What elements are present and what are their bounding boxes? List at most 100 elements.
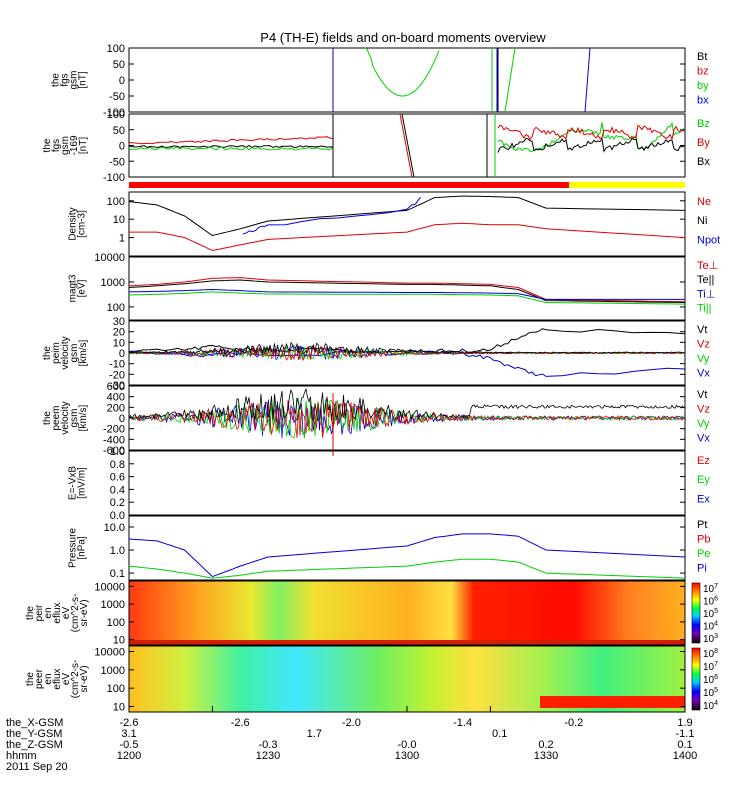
legend-temp-2: Ti⊥ xyxy=(697,288,715,300)
fgs-by-trace-2 xyxy=(504,47,516,113)
xaxis-tick-value: -0.2 xyxy=(564,717,583,729)
legend-temp-0: Te⊥ xyxy=(697,260,718,272)
legend-fgs-3: bx xyxy=(697,94,709,106)
y-tick-label: 0 xyxy=(119,75,125,87)
xaxis-tick-value: 0.1 xyxy=(492,728,507,740)
xaxis-row-label: the_X-GSM xyxy=(6,717,63,729)
y-tick-label: -400 xyxy=(103,434,125,446)
y-tick-label: -100 xyxy=(103,172,125,184)
legend-peemvel-0: Vt xyxy=(697,389,707,401)
y-tick-label: 100 xyxy=(107,109,125,121)
fgs-axes-box xyxy=(128,47,686,113)
density-y-label: Density[cm-3] xyxy=(68,207,88,240)
legend-peimvel-2: Vy xyxy=(697,353,710,365)
peer-colorbar xyxy=(691,647,701,711)
quality-flag-bar-yellow xyxy=(569,182,685,188)
fgs169-by-trace-2 xyxy=(497,124,685,141)
panel-efield: 1.00.80.60.40.20.0 E=-VxB[mV/m] Ez Ey Ex xyxy=(68,446,711,522)
colorbar-tick-label: 105 xyxy=(703,687,718,699)
y-tick-label: 100 xyxy=(107,43,125,55)
y-tick-label: 10.0 xyxy=(104,522,125,534)
y-tick-label: 100 xyxy=(107,683,125,695)
series-pi xyxy=(128,533,686,578)
xaxis-tick-value: 0.1 xyxy=(677,739,692,751)
colorbar-tick-label: 106 xyxy=(703,674,718,686)
fgs169-bx-trace-2 xyxy=(497,137,684,153)
colorbar-tick-label: 103 xyxy=(703,633,718,645)
colorbar-tick-label: 107 xyxy=(703,661,718,673)
xaxis-row-label: the_Y-GSM xyxy=(6,728,62,740)
peir-axes-box xyxy=(128,580,686,646)
y-tick-label: 10 xyxy=(113,337,125,349)
legend-pressure-1: Pb xyxy=(697,533,710,545)
y-tick-label: 200 xyxy=(107,402,125,414)
fgs-y-label: thefgsgsm[nT] xyxy=(51,71,89,90)
xaxis-tick-value: -0.3 xyxy=(259,739,278,751)
y-tick-label: 1000 xyxy=(101,665,125,677)
y-tick-label: -50 xyxy=(109,91,125,103)
xaxis-tick-value: 1230 xyxy=(256,750,280,762)
y-tick-label: 0.1 xyxy=(110,568,125,580)
y-tick-label: -100 xyxy=(103,107,125,119)
series-ne xyxy=(129,222,686,252)
xaxis-tick-value: -1.1 xyxy=(676,728,695,740)
colorbar-tick-label: 105 xyxy=(703,608,718,620)
fgs169-bz-trace xyxy=(128,146,334,151)
efield-y-label: E=-VxB[mV/m] xyxy=(68,466,88,501)
y-tick-label: 1000 xyxy=(101,599,125,611)
peimvel-y-label: thepeimvelocitygsm[km/s] xyxy=(42,336,89,369)
series-ti- xyxy=(128,291,686,305)
legend-efield-0: Ez xyxy=(697,455,710,467)
xaxis-tick-value: 1400 xyxy=(673,750,697,762)
fgs169-y-label: thefgsgsm-169[nT] xyxy=(42,135,89,155)
legend-temp-3: Ti|| xyxy=(697,303,711,315)
y-tick-label: 1 xyxy=(119,233,125,245)
legend-fgs-0: Bt xyxy=(697,51,707,63)
peir-colorbar xyxy=(691,582,701,644)
y-tick-label: 10 xyxy=(113,635,125,647)
panel-density: 100 10 1 Density[cm-3] Ne Ni Npot xyxy=(68,182,720,257)
y-tick-label: 0 xyxy=(119,348,125,360)
density-axes-box xyxy=(128,191,686,257)
legend-peemvel-2: Vy xyxy=(697,418,710,430)
legend-peemvel-3: Vx xyxy=(697,432,710,444)
peemvel-y-label: thepeemvelocitygsm[km/s] xyxy=(42,401,89,434)
panels-group: 100500-50-100thefgsgsm[nT]Btbzbybx100500… xyxy=(25,43,720,713)
y-tick-label: 10 xyxy=(113,214,125,226)
xaxis-row-label: hhmm xyxy=(6,750,37,762)
peer-y-label: thepeerenefluxeV(cm^2-s-sr-eV) xyxy=(25,660,90,699)
peemvel-noise-3 xyxy=(128,387,685,423)
fgs-by-trace xyxy=(364,47,440,97)
y-tick-label: 400 xyxy=(107,392,125,404)
series-npot xyxy=(242,197,422,235)
legend-temp-1: Te|| xyxy=(697,274,714,286)
xaxis-tick-value: 1200 xyxy=(117,750,141,762)
y-tick-label: 30 xyxy=(113,316,125,328)
y-tick-label: 50 xyxy=(113,59,125,71)
xaxis-date: 2011 Sep 20 xyxy=(6,761,68,773)
series-ni xyxy=(128,195,686,237)
fgs169-bx-trace xyxy=(128,144,334,149)
legend-fgs-2: by xyxy=(697,80,709,92)
series-vt-peim- xyxy=(129,328,686,354)
pressure-axes-box xyxy=(128,515,686,581)
legend-efield-1: Ey xyxy=(697,474,710,486)
series-te- xyxy=(128,279,686,303)
legend-peimvel-1: Vz xyxy=(697,338,710,350)
efield-axes-box xyxy=(128,450,686,516)
legend-density-2: Npot xyxy=(697,235,720,247)
fgs169-bz-trace-2 xyxy=(497,121,685,152)
legend-density-0: Ne xyxy=(697,196,711,208)
series-pe xyxy=(128,558,686,579)
legend-peimvel-0: Vt xyxy=(697,324,707,336)
legend-pressure-3: Pi xyxy=(697,562,707,574)
pressure-y-label: Pressure[nPa] xyxy=(68,528,88,568)
y-tick-label: 10000 xyxy=(94,647,125,659)
y-tick-label: 0.0 xyxy=(110,510,125,522)
xaxis-tick-value: 1.9 xyxy=(677,717,692,729)
y-tick-label: 10000 xyxy=(94,252,125,264)
